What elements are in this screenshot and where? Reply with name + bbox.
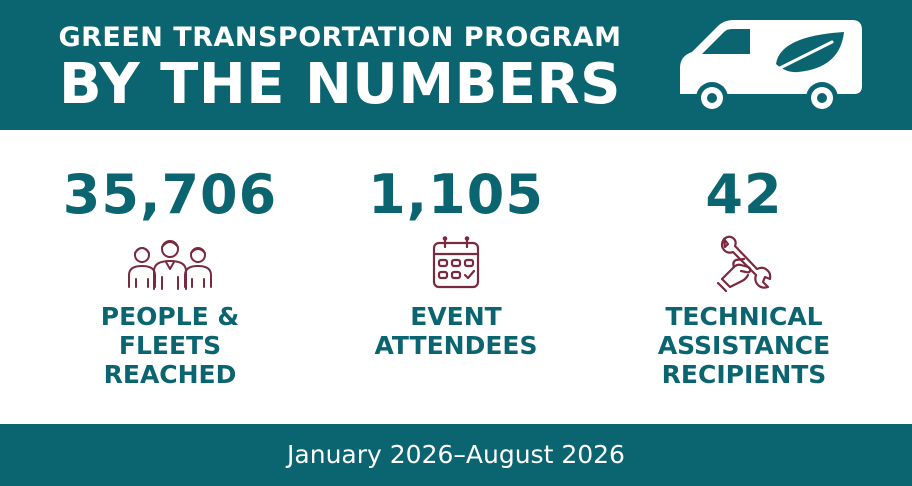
stat-event-attendees: 1,105 EVENT ATTENDEES bbox=[326, 160, 586, 360]
calendar-icon bbox=[432, 236, 480, 289]
stat-people-fleets: 35,706 PEOPLE & FLEETS REACHED bbox=[40, 160, 300, 389]
stat-technical-assistance: 42 TECHNICAL ASSISTANCE RECIPIENTS bbox=[614, 160, 874, 389]
header-banner: GREEN TRANSPORTATION PROGRAM BY THE NUMB… bbox=[0, 0, 912, 130]
stat-label: EVENT ATTENDEES bbox=[374, 302, 538, 360]
date-range: January 2026–August 2026 bbox=[287, 440, 625, 469]
stat-label: TECHNICAL ASSISTANCE RECIPIENTS bbox=[657, 302, 831, 389]
electric-van-leaf-icon bbox=[680, 20, 862, 114]
stat-label: PEOPLE & FLEETS REACHED bbox=[100, 302, 240, 389]
program-subtitle: GREEN TRANSPORTATION PROGRAM bbox=[58, 22, 622, 53]
people-group-icon bbox=[128, 240, 212, 290]
stat-value: 42 bbox=[705, 163, 783, 226]
stat-value: 35,706 bbox=[62, 163, 278, 226]
stat-value: 1,105 bbox=[368, 163, 544, 226]
hand-wrench-icon bbox=[716, 235, 772, 292]
footer-banner: January 2026–August 2026 bbox=[0, 424, 912, 486]
page-title: BY THE NUMBERS bbox=[59, 52, 621, 117]
